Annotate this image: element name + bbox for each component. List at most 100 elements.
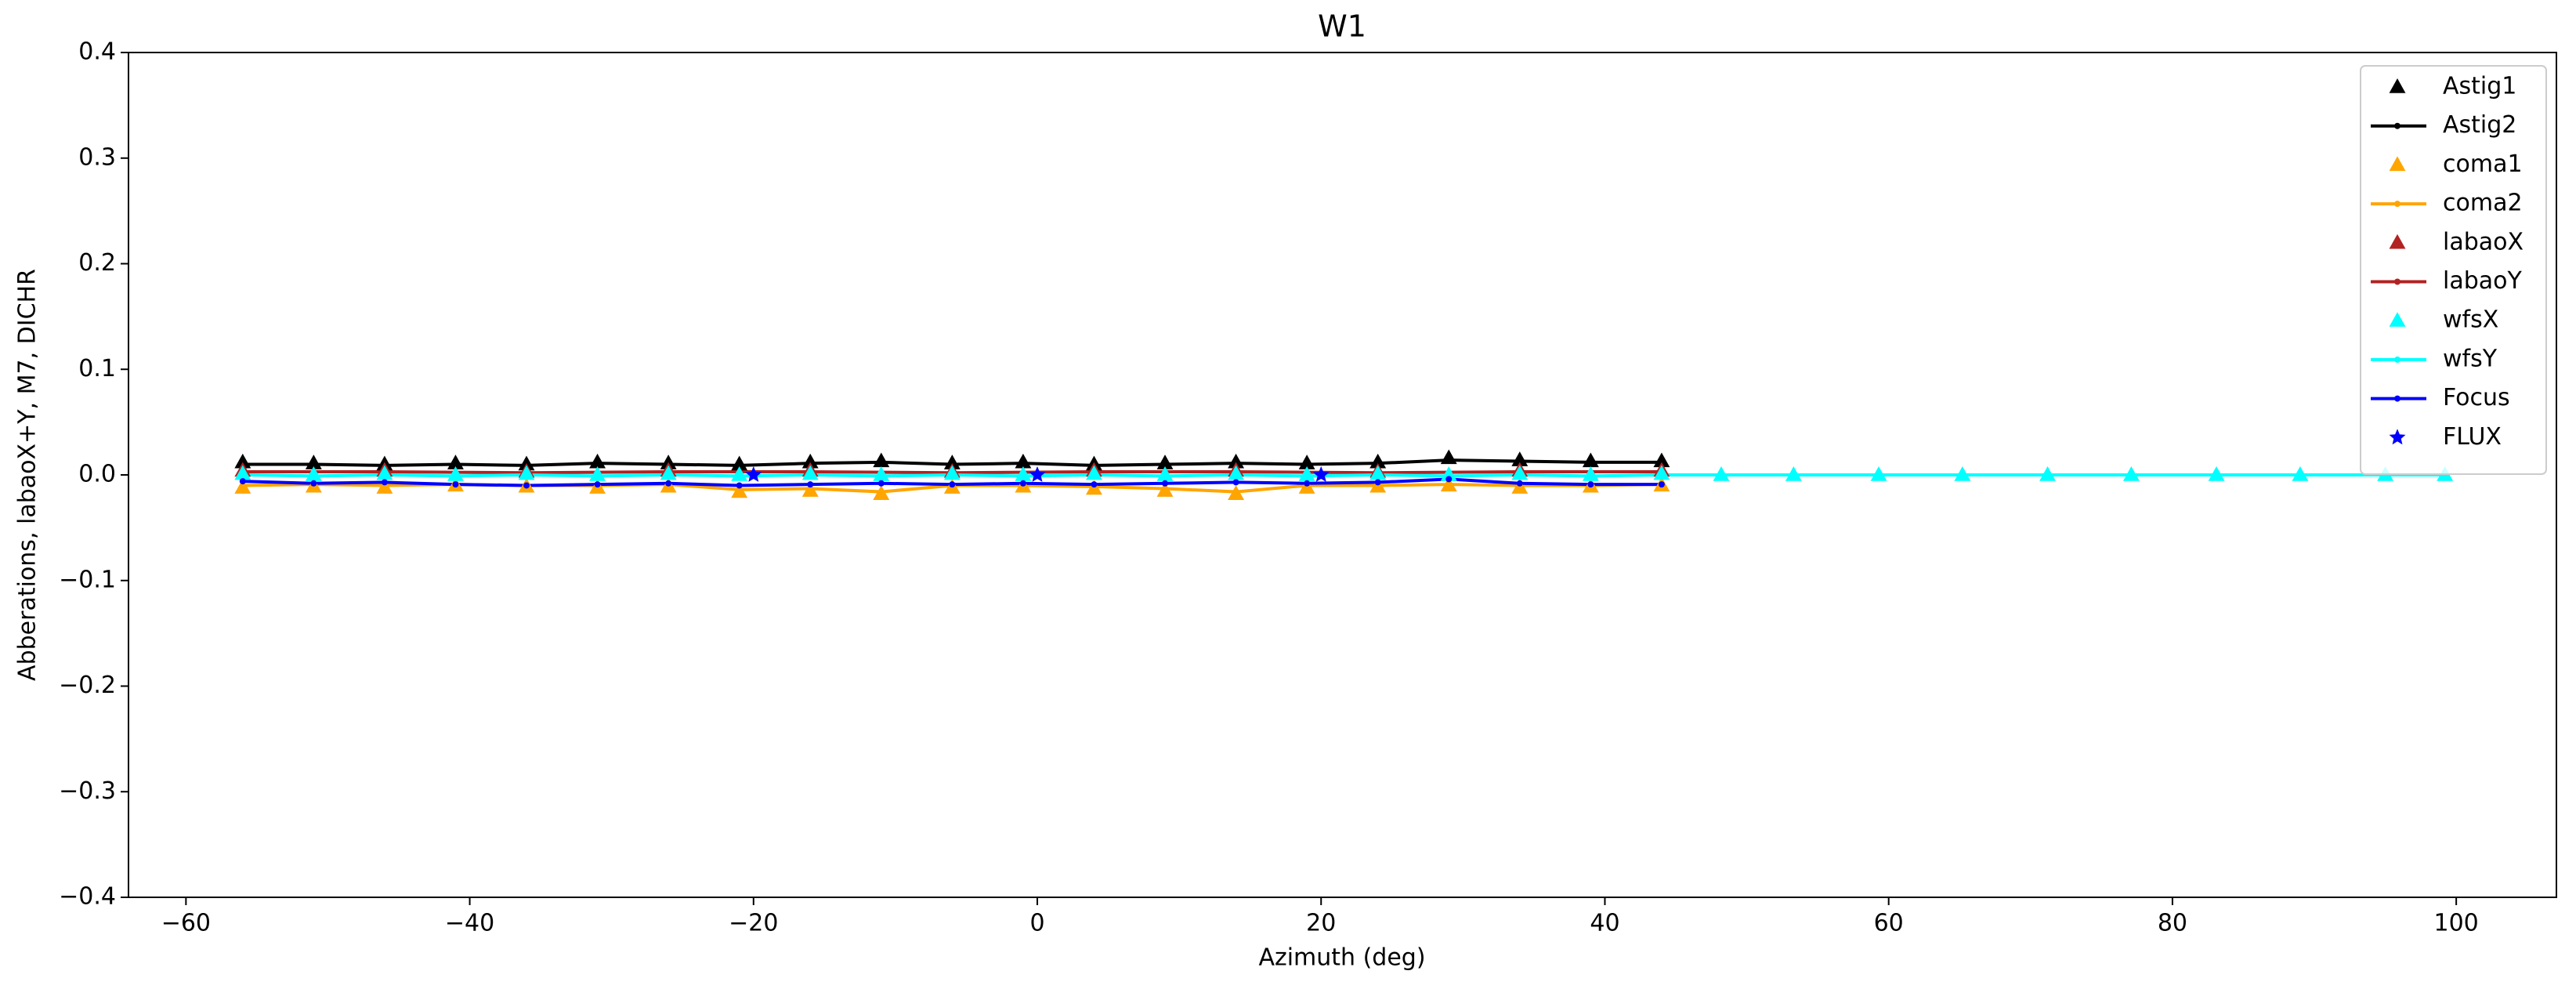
dot-marker (2394, 356, 2401, 363)
dot-marker (807, 481, 814, 488)
dot-marker (2296, 472, 2303, 478)
dot-marker (1587, 458, 1594, 466)
y-tick-label: 0.1 (78, 355, 116, 382)
y-tick-label: −0.3 (59, 777, 116, 805)
dot-marker (239, 472, 246, 478)
dot-marker (1019, 460, 1026, 467)
dot-marker (1304, 461, 1311, 468)
dot-marker (239, 478, 246, 485)
dot-marker (2044, 472, 2051, 478)
dot-marker (877, 488, 885, 495)
dot-marker (877, 458, 885, 466)
legend-label: Focus (2443, 384, 2510, 411)
dot-marker (1516, 472, 1523, 478)
dot-marker (1587, 481, 1594, 488)
dot-marker (452, 461, 459, 468)
triangle-marker (2389, 234, 2406, 249)
dot-marker (1516, 480, 1523, 487)
legend-label: Astig1 (2443, 73, 2516, 100)
legend-label: labaoY (2443, 267, 2523, 295)
x-tick-label: −60 (161, 910, 211, 937)
legend-label: wfsY (2443, 345, 2498, 372)
x-tick-label: −40 (445, 910, 494, 937)
dot-marker (736, 482, 743, 489)
dot-marker (1790, 472, 1797, 478)
dot-marker (1304, 480, 1311, 487)
dot-marker (452, 481, 459, 488)
dot-marker (736, 473, 743, 480)
dot-marker (1587, 473, 1594, 480)
dot-marker (1876, 472, 1883, 478)
x-tick-label: 0 (1029, 910, 1044, 937)
plot-frame (128, 52, 2557, 898)
dot-marker (1232, 479, 1239, 486)
dot-marker (1019, 480, 1026, 487)
star-marker (1312, 466, 1330, 482)
y-tick-label: −0.2 (59, 672, 116, 699)
x-axis-label: Azimuth (deg) (1258, 944, 1425, 972)
dot-marker (2394, 278, 2401, 285)
y-tick-label: 0.2 (78, 249, 116, 277)
dot-marker (1162, 480, 1169, 487)
dot-marker (2128, 472, 2135, 478)
dot-marker (1091, 481, 1098, 488)
legend-label: FLUX (2443, 423, 2502, 451)
triangle-marker (234, 453, 251, 469)
star-marker (1029, 466, 1046, 482)
dot-marker (2213, 472, 2220, 478)
dot-marker (1091, 472, 1098, 478)
dot-marker (2394, 201, 2401, 208)
dot-marker (665, 472, 672, 478)
y-tick-label: 0.4 (78, 38, 116, 66)
x-tick-label: 40 (1590, 910, 1619, 937)
x-tick-label: 100 (2434, 910, 2479, 937)
chart-title: W1 (1318, 9, 1366, 44)
dot-marker (594, 473, 601, 480)
dot-marker (1445, 481, 1453, 488)
dot-marker (594, 460, 601, 467)
dot-marker (736, 462, 743, 469)
dot-marker (2394, 122, 2401, 129)
dot-marker (877, 473, 885, 480)
dot-marker (807, 472, 814, 478)
y-tick-label: −0.4 (59, 883, 116, 911)
y-tick-label: 0.3 (78, 143, 116, 171)
x-tick-label: 60 (1874, 910, 1904, 937)
y-tick-label: −0.1 (59, 566, 116, 593)
dot-marker (1374, 479, 1381, 486)
star-marker (745, 466, 762, 482)
triangle-marker (2389, 78, 2406, 93)
dot-marker (381, 479, 388, 486)
legend-label: coma2 (2443, 190, 2523, 217)
legend-box (2360, 65, 2547, 475)
dot-marker (1162, 485, 1169, 492)
legend-label: wfsX (2443, 306, 2498, 334)
y-tick-label: 0.0 (78, 461, 116, 488)
legend-label: labaoX (2443, 228, 2524, 255)
dot-marker (1232, 488, 1239, 495)
dot-marker (1304, 473, 1311, 480)
dot-marker (310, 473, 317, 480)
y-axis-label: Abberations, labaoX+Y, M7, DICHR (14, 269, 42, 681)
dot-marker (310, 480, 317, 487)
dot-marker (1162, 473, 1169, 480)
dot-marker (523, 482, 530, 489)
dot-marker (1019, 473, 1026, 480)
dot-marker (949, 472, 956, 478)
legend-label: Astig2 (2443, 111, 2516, 139)
x-tick-label: −20 (729, 910, 778, 937)
dot-marker (523, 472, 530, 478)
dot-marker (949, 481, 956, 488)
dot-marker (452, 473, 459, 480)
triangle-marker (2389, 156, 2406, 172)
dot-marker (665, 480, 672, 487)
dot-marker (381, 472, 388, 478)
dot-marker (877, 480, 885, 487)
triangle-marker (1440, 449, 1457, 465)
dot-marker (1658, 472, 1665, 478)
dot-marker (1162, 461, 1169, 468)
x-tick-label: 80 (2158, 910, 2187, 937)
